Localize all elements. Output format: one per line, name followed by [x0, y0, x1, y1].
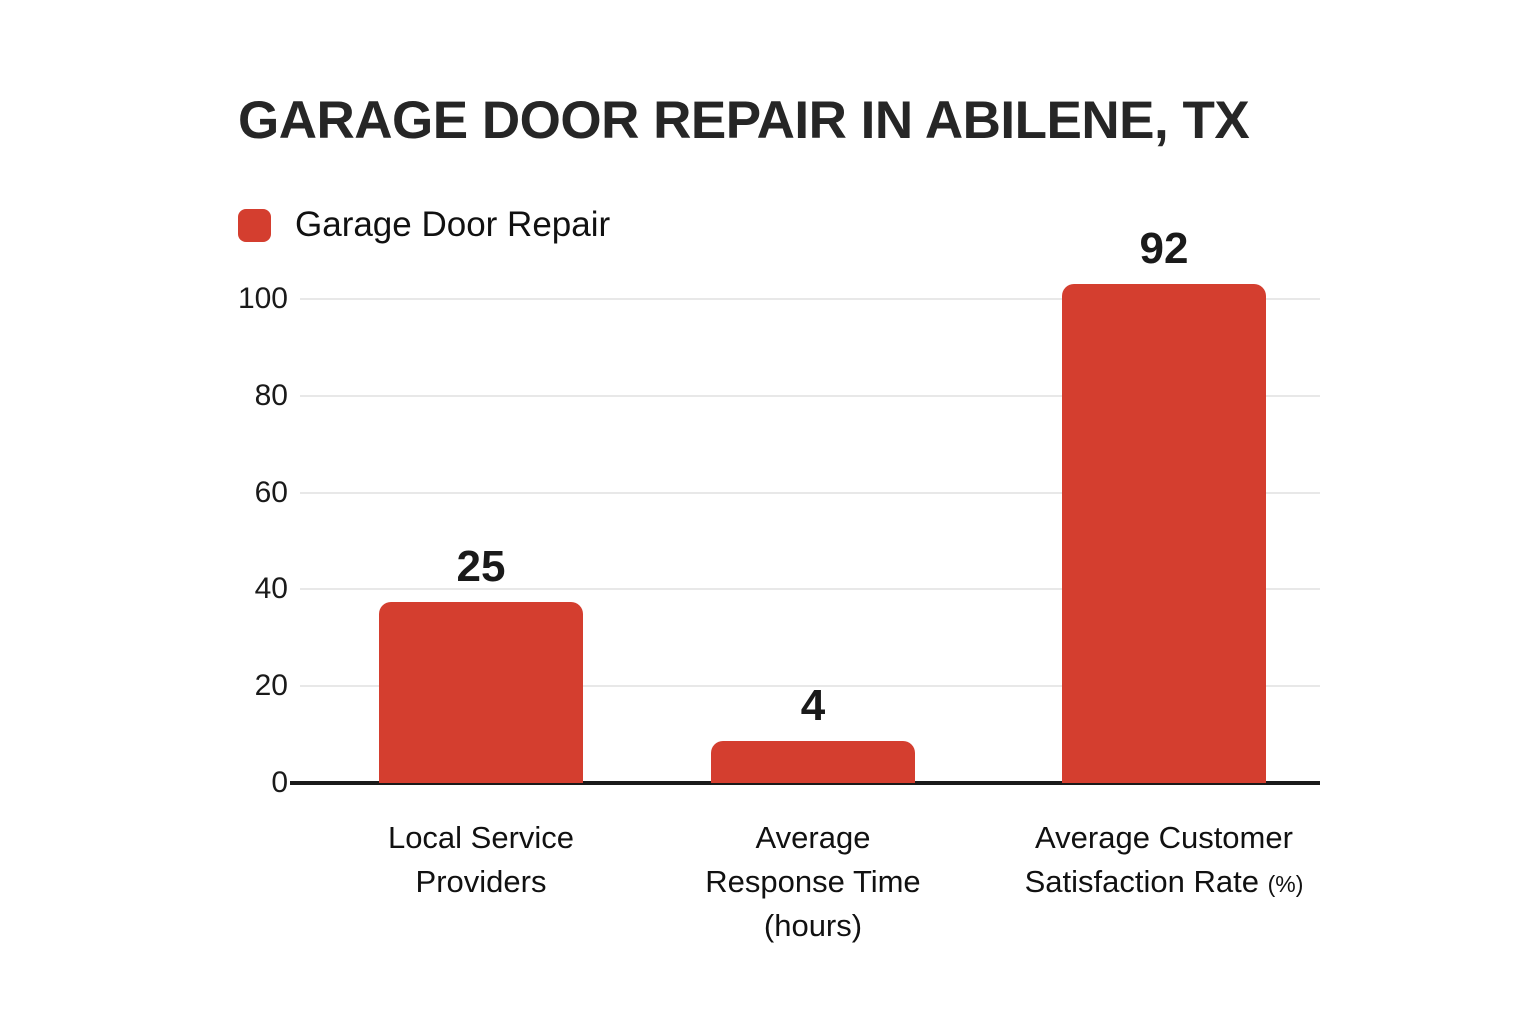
bar-1 [379, 601, 583, 783]
bar-value-label-1: 25 [456, 541, 506, 591]
legend-label: Garage Door Repair [295, 205, 611, 244]
legend-swatch-icon [238, 208, 271, 242]
x-axis-category-label-1: Local Service Providers [301, 816, 661, 904]
bar-value-label-3: 92 [1139, 224, 1189, 274]
x-axis-line [290, 781, 1320, 785]
gridline-20 [300, 685, 1320, 688]
x-axis-category-label-line: Providers [415, 864, 547, 899]
gridline-80 [300, 394, 1320, 397]
legend: Garage Door Repair [238, 205, 610, 245]
chart-title: GARAGE DOOR REPAIR IN ABILENE, TX [238, 91, 1250, 150]
y-tick-label-100: 100 [237, 282, 288, 315]
percent-unit-suffix: (%) [1267, 871, 1304, 897]
bar-3 [1062, 284, 1266, 783]
x-axis-category-label-2: Average Response Time (hours) [633, 816, 993, 948]
x-axis-category-label-3: Average Customer Satisfaction Rate (%) [984, 816, 1344, 906]
gridline-40 [300, 588, 1320, 591]
x-axis-category-label-line: Average [755, 820, 871, 855]
y-tick-label-20: 20 [254, 669, 288, 703]
gridline-100 [300, 298, 1320, 300]
x-axis-category-label-line: Response Time [705, 864, 921, 899]
gridline-60 [300, 491, 1320, 494]
x-axis-category-label-line: Local Service [387, 820, 575, 855]
x-axis-category-label-line: Average Customer [1035, 820, 1293, 855]
y-tick-label-80: 80 [254, 378, 288, 412]
x-axis-category-label-line: Satisfaction Rate (%) [1024, 864, 1304, 899]
x-axis-category-label-line: (hours) [763, 908, 863, 943]
y-tick-label-40: 40 [254, 572, 288, 606]
y-tick-label-0: 0 [271, 766, 288, 799]
bar-2 [711, 740, 915, 783]
y-tick-label-60: 60 [254, 475, 288, 509]
bar-value-label-2: 4 [800, 680, 826, 730]
